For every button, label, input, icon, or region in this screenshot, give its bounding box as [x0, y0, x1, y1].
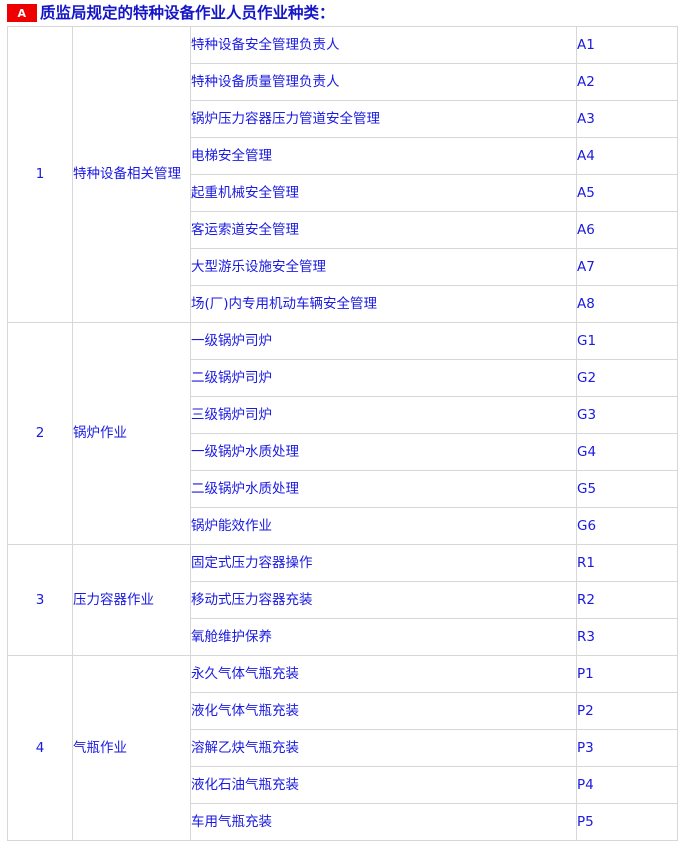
job-category-name-cell: 起重机械安全管理	[190, 174, 577, 212]
table-row: 二级锅炉水质处理 G5	[8, 470, 678, 508]
table-row: 3 压力容器作业 固定式压力容器操作 R1	[7, 544, 678, 656]
job-category-code-cell: P5	[576, 803, 678, 841]
job-category-name-cell: 特种设备质量管理负责人	[190, 63, 577, 101]
group-number-cell: 3	[7, 544, 73, 656]
job-category-code-cell: P3	[576, 729, 678, 767]
table-row: 三级锅炉司炉 G3	[8, 396, 678, 434]
job-category-name-cell: 锅炉能效作业	[190, 507, 577, 545]
job-category-name-cell: 液化石油气瓶充装	[190, 766, 577, 804]
job-category-code-cell: A5	[576, 174, 678, 212]
table-row: 客运索道安全管理 A6	[8, 211, 678, 249]
table-row: 2 锅炉作业 一级锅炉司炉 G1	[7, 322, 678, 545]
special-equipment-categories-table: 1 特种设备相关管理 特种设备安全管理负责人 A1 特种设备质量管理负责人 A2 锅炉压力容…	[7, 26, 678, 841]
job-category-code-cell: A1	[576, 26, 678, 64]
table-row: 1 特种设备相关管理 特种设备安全管理负责人 A1	[7, 26, 678, 323]
job-category-code-cell: P1	[576, 655, 678, 693]
job-category-name-cell: 液化气体气瓶充装	[190, 692, 577, 730]
job-category-name-cell: 移动式压力容器充装	[190, 581, 577, 619]
job-category-name-cell: 锅炉压力容器压力管道安全管理	[190, 100, 577, 138]
group-name-cell: 气瓶作业	[72, 655, 191, 841]
job-category-code-cell: R3	[576, 618, 678, 656]
job-category-name-cell: 永久气体气瓶充装	[190, 655, 577, 693]
table-row: 液化气体气瓶充装 P2	[8, 692, 678, 730]
job-category-name-cell: 二级锅炉司炉	[190, 359, 577, 397]
job-category-name-cell: 一级锅炉水质处理	[190, 433, 577, 471]
job-category-name-cell: 特种设备安全管理负责人	[190, 26, 577, 64]
table-row: 4 气瓶作业 永久气体气瓶充装 P1	[7, 655, 678, 841]
job-category-name-cell: 车用气瓶充装	[190, 803, 577, 841]
group-number-cell: 1	[7, 26, 73, 323]
job-category-code-cell: R1	[576, 544, 678, 582]
table-row: 移动式压力容器充装 R2	[8, 581, 678, 619]
job-category-name-cell: 三级锅炉司炉	[190, 396, 577, 434]
job-category-code-cell: A4	[576, 137, 678, 175]
group-number-cell: 2	[7, 322, 73, 545]
job-category-name-cell: 一级锅炉司炉	[190, 322, 577, 360]
table-row: 二级锅炉司炉 G2	[8, 359, 678, 397]
job-category-name-cell: 电梯安全管理	[190, 137, 577, 175]
section-badge-icon: A	[7, 4, 37, 22]
table-body: 1 特种设备相关管理 特种设备安全管理负责人 A1 特种设备质量管理负责人 A2 锅炉压力容…	[7, 26, 678, 841]
table-row: 氧舱维护保养 R3	[8, 618, 678, 656]
group-name-cell: 特种设备相关管理	[72, 26, 191, 323]
job-category-code-cell: G4	[576, 433, 678, 471]
table-row: 一级锅炉水质处理 G4	[8, 433, 678, 471]
job-category-name-cell: 氧舱维护保养	[190, 618, 577, 656]
job-category-code-cell: G1	[576, 322, 678, 360]
job-category-code-cell: P2	[576, 692, 678, 730]
job-category-name-cell: 溶解乙炔气瓶充装	[190, 729, 577, 767]
job-category-name-cell: 大型游乐设施安全管理	[190, 248, 577, 286]
job-category-code-cell: A2	[576, 63, 678, 101]
table-row: 溶解乙炔气瓶充装 P3	[8, 729, 678, 767]
table-row: 大型游乐设施安全管理 A7	[8, 248, 678, 286]
table-row: 锅炉压力容器压力管道安全管理 A3	[8, 100, 678, 138]
job-category-code-cell: G6	[576, 507, 678, 545]
table-row: 液化石油气瓶充装 P4	[8, 766, 678, 804]
job-category-code-cell: G3	[576, 396, 678, 434]
job-category-name-cell: 二级锅炉水质处理	[190, 470, 577, 508]
group-name-cell: 锅炉作业	[72, 322, 191, 545]
job-category-code-cell: A3	[576, 100, 678, 138]
table-row: 车用气瓶充装 P5	[8, 803, 678, 841]
page-header: A 质监局规定的特种设备作业人员作业种类：	[0, 0, 689, 26]
table-row: 电梯安全管理 A4	[8, 137, 678, 175]
table-row: 锅炉能效作业 G6	[8, 507, 678, 545]
job-category-code-cell: A8	[576, 285, 678, 323]
job-category-name-cell: 客运索道安全管理	[190, 211, 577, 249]
job-category-code-cell: R2	[576, 581, 678, 619]
job-category-code-cell: A7	[576, 248, 678, 286]
job-category-code-cell: P4	[576, 766, 678, 804]
job-category-code-cell: G2	[576, 359, 678, 397]
group-number-cell: 4	[7, 655, 73, 841]
job-category-name-cell: 场(厂)内专用机动车辆安全管理	[190, 285, 577, 323]
group-name-cell: 压力容器作业	[72, 544, 191, 656]
page-title: 质监局规定的特种设备作业人员作业种类：	[40, 4, 335, 22]
job-category-code-cell: G5	[576, 470, 678, 508]
table-container: 1 特种设备相关管理 特种设备安全管理负责人 A1 特种设备质量管理负责人 A2 锅炉压力容…	[0, 26, 689, 841]
job-category-code-cell: A6	[576, 211, 678, 249]
job-category-name-cell: 固定式压力容器操作	[190, 544, 577, 582]
table-row: 起重机械安全管理 A5	[8, 174, 678, 212]
table-row: 特种设备质量管理负责人 A2	[8, 63, 678, 101]
table-row: 场(厂)内专用机动车辆安全管理 A8	[8, 285, 678, 323]
